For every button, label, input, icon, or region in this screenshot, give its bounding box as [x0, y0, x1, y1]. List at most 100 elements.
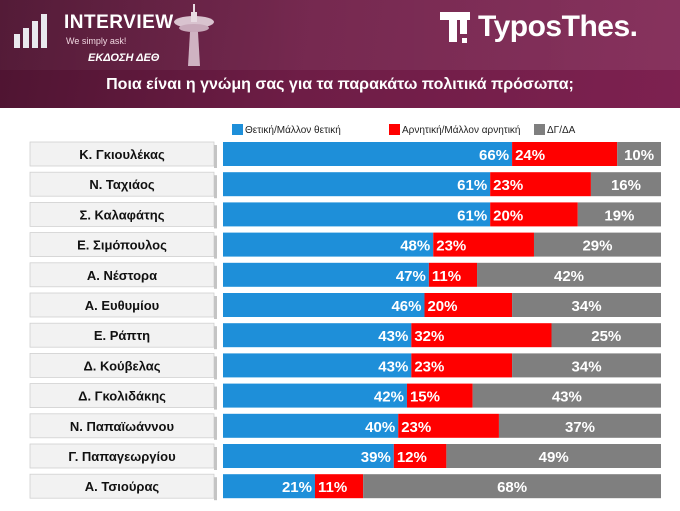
bar-segment-negative: [512, 142, 618, 166]
row-label-box: [29, 383, 215, 409]
interview-logo-bars-icon: [14, 12, 58, 48]
category-label: Α. Τσιούρας: [85, 479, 160, 494]
chart-title: Ποια είναι η γνώμη σας για τα παρακάτω π…: [106, 76, 574, 93]
row-label-box: [29, 292, 215, 318]
data-label-negative: 20%: [493, 207, 523, 224]
category-label: Κ. Γκιουλέκας: [79, 147, 165, 162]
data-label-dk: 25%: [591, 328, 621, 345]
legend-item-negative: Αρνητική/Μάλλον αρνητική: [389, 124, 521, 136]
bar-segment-negative: [428, 262, 478, 287]
bar-segment-positive: [223, 353, 412, 378]
bar-segment-dk: [472, 383, 661, 408]
bar-segment-positive: [223, 323, 412, 348]
data-label-negative: 15%: [410, 389, 440, 406]
row-label-shadow: [214, 416, 217, 440]
row-label-box: [29, 413, 215, 439]
bar-segment-dk: [551, 323, 661, 348]
bar-segment-dk: [446, 444, 661, 468]
category-label: Δ. Γκολιδάκης: [78, 389, 166, 404]
bar-segment-dk: [577, 202, 661, 227]
bar-segment-negative: [424, 293, 513, 317]
legend-label-dk: ΔΓ/ΔΑ: [547, 125, 576, 136]
typosthes-logo-icon: [440, 12, 470, 43]
bar-segment-positive: [223, 413, 399, 438]
bar-segment-dk: [498, 413, 661, 438]
category-label: Ν. Παπαϊωάννου: [70, 419, 175, 434]
bar-segment-negative: [411, 353, 513, 378]
bar-segment-positive: [223, 142, 513, 166]
row-label-box: [29, 232, 215, 258]
category-label: Ε. Σιμόπουλος: [77, 238, 167, 253]
bar-segment-negative: [314, 474, 364, 499]
category-label: Α. Ευθυμίου: [85, 298, 160, 313]
row-label-shadow: [214, 356, 217, 380]
row-label-shadow: [214, 386, 217, 410]
data-label-negative: 23%: [436, 238, 466, 255]
data-label-dk: 16%: [611, 177, 641, 194]
interview-title: INTERVIEW: [64, 12, 174, 33]
legend-label-negative: Αρνητική/Μάλλον αρνητική: [402, 125, 521, 136]
data-label-negative: 20%: [427, 298, 457, 315]
row-label-box: [29, 443, 215, 469]
edition-label: ΕΚΔΟΣΗ ΔΕΘ: [88, 52, 160, 64]
row-label-shadow: [214, 447, 217, 470]
data-label-positive: 61%: [457, 207, 487, 224]
category-label: Σ. Καλαφάτης: [80, 207, 165, 222]
data-label-positive: 21%: [282, 479, 312, 496]
data-label-dk: 34%: [572, 358, 602, 375]
data-label-dk: 29%: [582, 238, 612, 255]
data-label-dk: 10%: [624, 147, 654, 164]
row-label-shadow: [214, 477, 217, 501]
legend-swatch-dk: [534, 124, 545, 135]
bar-segment-positive: [223, 172, 491, 197]
data-label-dk: 37%: [565, 419, 595, 436]
category-label: Α. Νέστορα: [87, 268, 157, 283]
data-label-negative: 32%: [414, 328, 444, 345]
category-label: Ν. Ταχιάος: [89, 177, 155, 192]
data-label-dk: 68%: [497, 479, 527, 496]
row-label-shadow: [214, 145, 217, 168]
data-label-dk: 19%: [604, 207, 634, 224]
data-label-negative: 23%: [401, 419, 431, 436]
bar-segment-positive: [223, 293, 425, 317]
category-label: Γ. Παπαγεωργίου: [68, 449, 176, 464]
bar-segment-negative: [490, 172, 591, 197]
data-label-dk: 43%: [552, 389, 582, 406]
bar-segment-dk: [617, 142, 661, 166]
data-label-positive: 43%: [378, 328, 408, 345]
row-label-box: [29, 262, 215, 288]
bar-segment-negative: [406, 383, 473, 408]
interview-tagline: We simply ask!: [66, 36, 127, 46]
bar-segment-negative: [490, 202, 578, 227]
bar-segment-positive: [223, 262, 429, 287]
row-label-shadow: [214, 296, 217, 319]
ote-tower-icon: [174, 4, 214, 66]
header-stripe: [0, 0, 680, 70]
legend-item-dk: ΔΓ/ΔΑ: [534, 124, 575, 136]
bar-segment-dk: [363, 474, 661, 499]
bar-segment-positive: [223, 202, 491, 227]
row-label-box: [29, 322, 215, 348]
data-label-dk: 49%: [539, 449, 569, 466]
data-label-negative: 11%: [432, 268, 461, 285]
brand-name: TyposThes.: [478, 10, 638, 43]
legend-swatch-negative: [389, 124, 400, 135]
data-label-positive: 46%: [391, 298, 421, 315]
row-label-box: [29, 473, 215, 499]
bar-segment-dk: [512, 293, 661, 317]
category-label: Δ. Κούβελας: [83, 358, 160, 373]
bar-segment-negative: [411, 323, 552, 348]
row-label-shadow: [214, 265, 217, 289]
legend-item-positive: Θετική/Μάλλον θετική: [232, 124, 341, 136]
bar-segment-negative: [433, 232, 534, 257]
bar-segment-negative: [398, 413, 499, 438]
data-label-positive: 39%: [361, 449, 391, 466]
data-label-positive: 66%: [479, 147, 509, 164]
bar-segment-positive: [223, 474, 315, 499]
legend-swatch-positive: [232, 124, 243, 135]
row-label-box: [29, 171, 215, 197]
data-label-positive: 43%: [378, 358, 408, 375]
bar-segment-dk: [590, 172, 661, 197]
bar-segment-dk: [477, 262, 661, 287]
